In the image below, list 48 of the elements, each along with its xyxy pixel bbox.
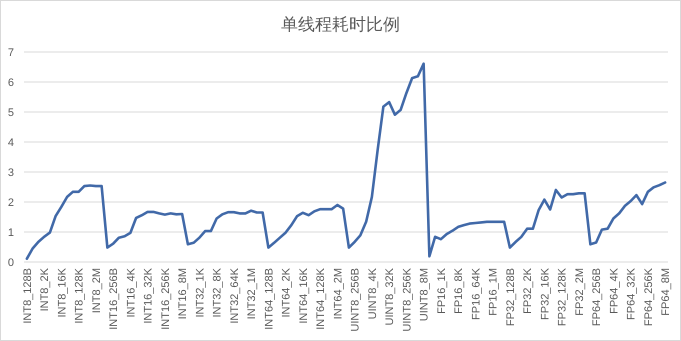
y-tick-label: 1: [8, 227, 14, 239]
x-tick-label: FP32_128K: [556, 267, 569, 326]
x-tick-label: INT32_1M: [246, 268, 258, 320]
x-tick-label: FP16_1K: [436, 267, 448, 314]
x-tick-label: INT8_128K: [74, 267, 86, 324]
x-tick-label: INT16_256B: [108, 268, 120, 330]
x-tick-label: FP64_256K: [642, 267, 655, 326]
x-tick-label: FP64_256B: [591, 268, 604, 326]
x-tick-label: INT8_16K: [56, 267, 68, 318]
y-tick-label: 5: [8, 107, 14, 119]
x-tick-label: UINT8_256K: [401, 267, 414, 332]
y-tick-label: 6: [8, 77, 14, 89]
x-tick-label: FP16_64K: [470, 267, 482, 320]
x-tick-label: INT8_2M: [90, 268, 103, 314]
x-tick-label: FP16_1M: [488, 268, 500, 316]
x-tick-label: UINT8_32K: [384, 267, 396, 326]
x-tick-label: INT64_2M: [332, 268, 344, 320]
y-tick-label: 2: [8, 197, 14, 209]
y-tick-label: 0: [8, 257, 14, 269]
line-series: [26, 62, 666, 260]
x-tick-label: INT32_1K: [194, 267, 206, 318]
x-tick-label: INT64_16K: [298, 267, 310, 324]
x-tick-label: FP32_2K: [522, 267, 534, 314]
x-tick-label: FP64_32K: [626, 267, 638, 320]
x-tick-label: INT32_64K: [228, 267, 241, 324]
x-tick-label: INT8_2K: [39, 267, 52, 312]
x-tick-label: FP64_8M: [660, 268, 672, 316]
x-tick-label: INT64_128K: [315, 267, 328, 330]
x-tick-label: UINT8_256B: [350, 268, 362, 332]
x-tick-label: FP16_8K: [453, 267, 466, 314]
x-tick-label: FP32_16K: [539, 267, 552, 320]
x-tick-label: INT16_256K: [160, 267, 172, 330]
x-tick-label: INT16_4K: [125, 267, 138, 318]
y-tick-label: 3: [8, 167, 14, 179]
x-tick-label: INT64_2K: [280, 267, 293, 318]
x-tick-label: INT64_128B: [263, 268, 276, 330]
x-tick-label: INT8_128B: [22, 268, 34, 324]
y-tick-label: 7: [8, 47, 14, 59]
x-tick-label: FP64_4K: [608, 267, 620, 314]
x-tick-label: FP32_128B: [504, 268, 517, 326]
y-tick-label: 4: [8, 137, 14, 149]
x-tick-label: INT16_8M: [177, 268, 190, 320]
x-tick-label: INT32_8K: [212, 267, 224, 318]
chart-title: 单线程耗时比例: [281, 15, 400, 34]
x-tick-label: UINT8_8M: [418, 268, 431, 322]
x-tick-label: FP32_2M: [574, 268, 586, 316]
x-tick-label: UINT8_4K: [366, 267, 379, 320]
x-tick-label: INT16_32K: [142, 267, 155, 324]
